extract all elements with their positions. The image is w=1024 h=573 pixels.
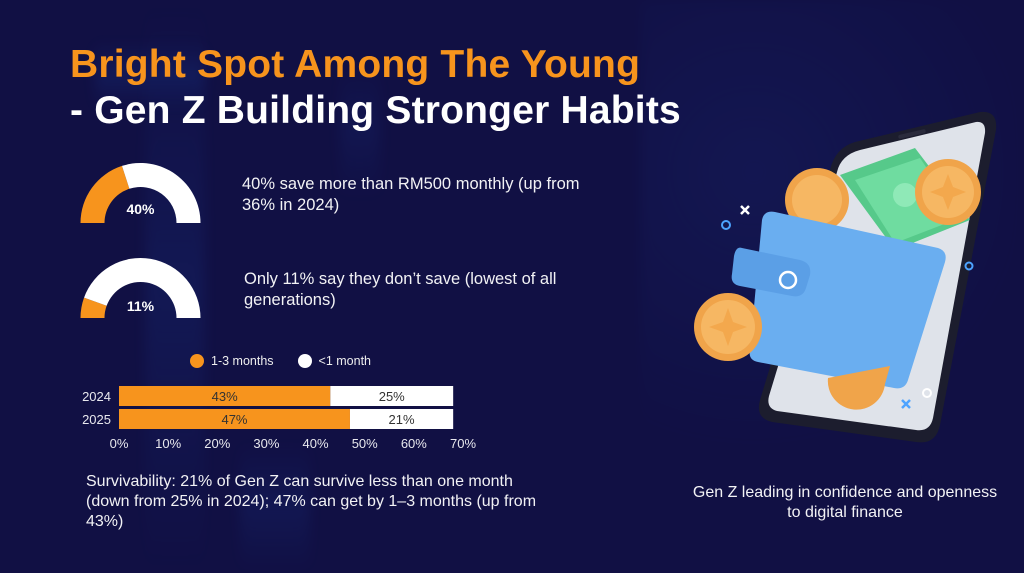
- x-tick-label: 40%: [303, 436, 329, 451]
- sparkle-icon: [721, 205, 974, 409]
- data-label: 25%: [379, 389, 405, 404]
- gauge-remainder: [121, 163, 201, 223]
- x-tick-label: 60%: [401, 436, 427, 451]
- bar-segment: [330, 386, 454, 406]
- gauge-remainder: [84, 258, 201, 318]
- title-line-2: - Gen Z Building Stronger Habits: [70, 89, 681, 132]
- legend-label: <1 month: [318, 354, 371, 368]
- gauge-arc: [80, 258, 201, 318]
- gauge-fill: [80, 297, 107, 318]
- wallet-phone-illustration: [680, 100, 1024, 480]
- gauge-value: 11%: [126, 298, 155, 314]
- x-tick-label: 20%: [204, 436, 230, 451]
- bar-segment: [119, 409, 350, 429]
- legend-item-1-3-months: 1-3 months: [190, 354, 274, 368]
- coin-icon: [694, 293, 762, 361]
- category-label: 2024: [82, 389, 111, 404]
- gauge-dont-save: 11%: [79, 258, 202, 320]
- data-label: 47%: [221, 412, 247, 427]
- data-label: 43%: [212, 389, 238, 404]
- title-line-1: Bright Spot Among The Young: [70, 43, 641, 86]
- x-tick-label: 30%: [253, 436, 279, 451]
- coin-icon: [827, 366, 890, 410]
- coin-icon: [915, 159, 981, 225]
- bar-segment: [119, 386, 331, 406]
- legend-label: 1-3 months: [211, 354, 274, 368]
- chart-legend: 1-3 months <1 month: [190, 354, 371, 368]
- stacked-bar-chart: 2024 43% 25% 2025 47% 21% 0% 10% 20% 30% 40% 50% 60%…: [82, 386, 476, 451]
- gauge-value: 40%: [126, 201, 155, 217]
- gauge-arc: [80, 163, 201, 223]
- legend-item-less-1-month: <1 month: [297, 354, 371, 368]
- illustration-caption: Gen Z leading in confidence and openness…: [692, 484, 998, 521]
- data-label: 21%: [389, 412, 415, 427]
- stat-save-more: 40% save more than RM500 monthly (up fro…: [242, 175, 580, 214]
- x-tick-label: 0%: [110, 436, 129, 451]
- stat-dont-save: Only 11% say they don’t save (lowest of …: [244, 270, 557, 309]
- legend-swatch: [297, 354, 312, 368]
- wallet-icon: [731, 211, 946, 389]
- page-title: Bright Spot Among The Young - Gen Z Buil…: [70, 42, 681, 134]
- coin-icon: [785, 168, 849, 232]
- x-tick-label: 10%: [155, 436, 181, 451]
- x-tick-label: 70%: [450, 436, 476, 451]
- x-tick-label: 50%: [352, 436, 378, 451]
- survivability-text: Survivability: 21% of Gen Z can survive …: [86, 473, 537, 530]
- gauge-fill: [80, 165, 130, 223]
- gauge-save-more: 40%: [79, 163, 202, 223]
- legend-swatch: [190, 354, 204, 368]
- category-label: 2025: [82, 412, 111, 427]
- bar-segment: [349, 409, 454, 429]
